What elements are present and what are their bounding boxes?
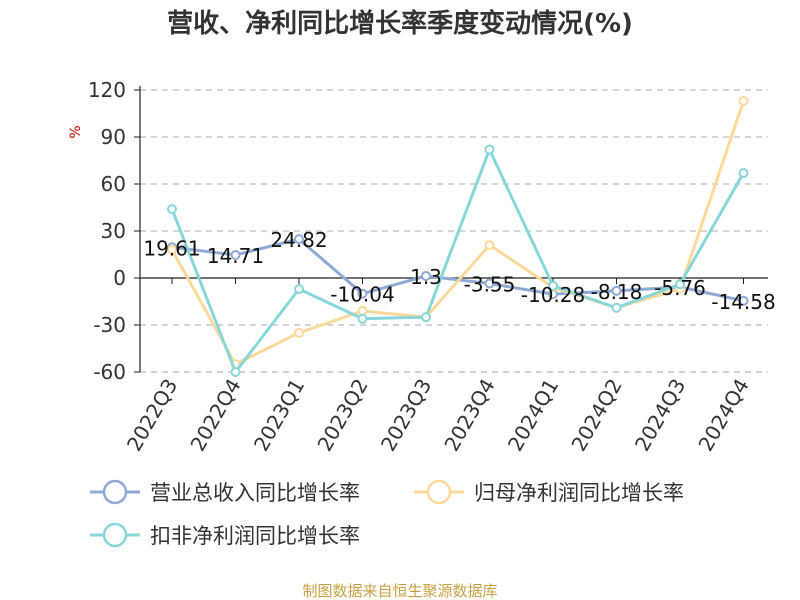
data-point	[738, 95, 749, 106]
x-tick-label: 2023Q3	[376, 375, 436, 456]
data-label: -10.28	[521, 283, 585, 307]
x-tick-labels: 2022Q3 2022Q4 2023Q1 2023Q2 2023Q3 2023Q4 2024…	[122, 375, 754, 456]
data-label: 19.61	[143, 236, 200, 260]
axes	[134, 86, 768, 373]
legend-label: 归母净利润同比增长率	[474, 481, 684, 505]
data-point	[294, 234, 304, 245]
series-lines	[167, 95, 749, 377]
x-tick-label: 2024Q4	[693, 375, 753, 456]
data-point	[421, 270, 431, 281]
data-point	[484, 278, 495, 289]
x-tick-label: 2023Q4	[439, 375, 499, 456]
data-point	[294, 283, 304, 294]
data-point	[611, 285, 622, 296]
series-line-3	[170, 148, 745, 374]
data-label: 24.82	[270, 228, 327, 252]
y-tick-label: -30	[93, 313, 126, 337]
legend-item-1[interactable]: 营业总收入同比增长率	[90, 479, 360, 505]
x-tick-label: 2022Q4	[185, 375, 245, 456]
data-label: 1.3	[410, 265, 442, 289]
legend-marker	[426, 479, 452, 505]
x-tick-label: 2023Q2	[312, 375, 372, 456]
y-tick-label: 30	[101, 219, 126, 243]
legend-item-3[interactable]: 扣非净利润同比增长率	[90, 522, 360, 548]
y-tick-label: 90	[101, 125, 126, 149]
data-point	[738, 168, 749, 179]
y-tick-labels: 120 90 60 30 0 -30 -60	[88, 78, 126, 384]
data-label: -3.55	[464, 273, 516, 297]
data-point	[357, 288, 368, 299]
legend-label: 营业总收入同比增长率	[150, 481, 360, 505]
series-line-2	[170, 100, 745, 366]
data-label: 14.71	[207, 244, 264, 268]
data-point	[484, 144, 495, 155]
y-axis-unit: %	[68, 125, 84, 138]
data-point	[230, 367, 241, 377]
data-point	[294, 327, 304, 338]
data-point	[167, 204, 177, 215]
data-point	[738, 295, 749, 306]
data-point	[357, 313, 368, 324]
data-label: -10.04	[330, 283, 394, 307]
source-note: 制图数据来自恒生聚源数据库	[302, 582, 497, 600]
data-label: -8.18	[591, 280, 643, 304]
grid-lines	[140, 89, 768, 373]
data-point	[675, 279, 685, 290]
x-tick-label: 2024Q2	[566, 375, 626, 456]
x-tick-label: 2023Q1	[249, 375, 309, 456]
data-point	[484, 240, 495, 251]
y-tick-label: 60	[101, 172, 126, 196]
data-point	[357, 305, 368, 316]
y-tick-label: 0	[113, 266, 126, 290]
x-tick-label: 2022Q3	[122, 375, 182, 456]
legend-item-2[interactable]: 归母净利润同比增长率	[414, 479, 684, 505]
legend-label: 扣非净利润同比增长率	[150, 524, 360, 548]
legend-marker	[102, 522, 128, 548]
y-tick-label: 120	[88, 78, 126, 102]
y-tick-label: -60	[93, 360, 126, 384]
data-point	[167, 244, 177, 255]
x-tick-label: 2024Q1	[503, 375, 563, 456]
data-label: -5.76	[654, 276, 706, 300]
x-tick-label: 2024Q3	[630, 375, 690, 456]
data-point	[421, 312, 431, 323]
data-point	[548, 280, 558, 291]
chart-title: 营收、净利同比增长率季度变动情况(%)	[167, 8, 633, 39]
data-label: -14.58	[711, 290, 775, 314]
data-point	[230, 249, 241, 260]
legend-marker	[102, 479, 128, 505]
data-point	[611, 302, 622, 313]
